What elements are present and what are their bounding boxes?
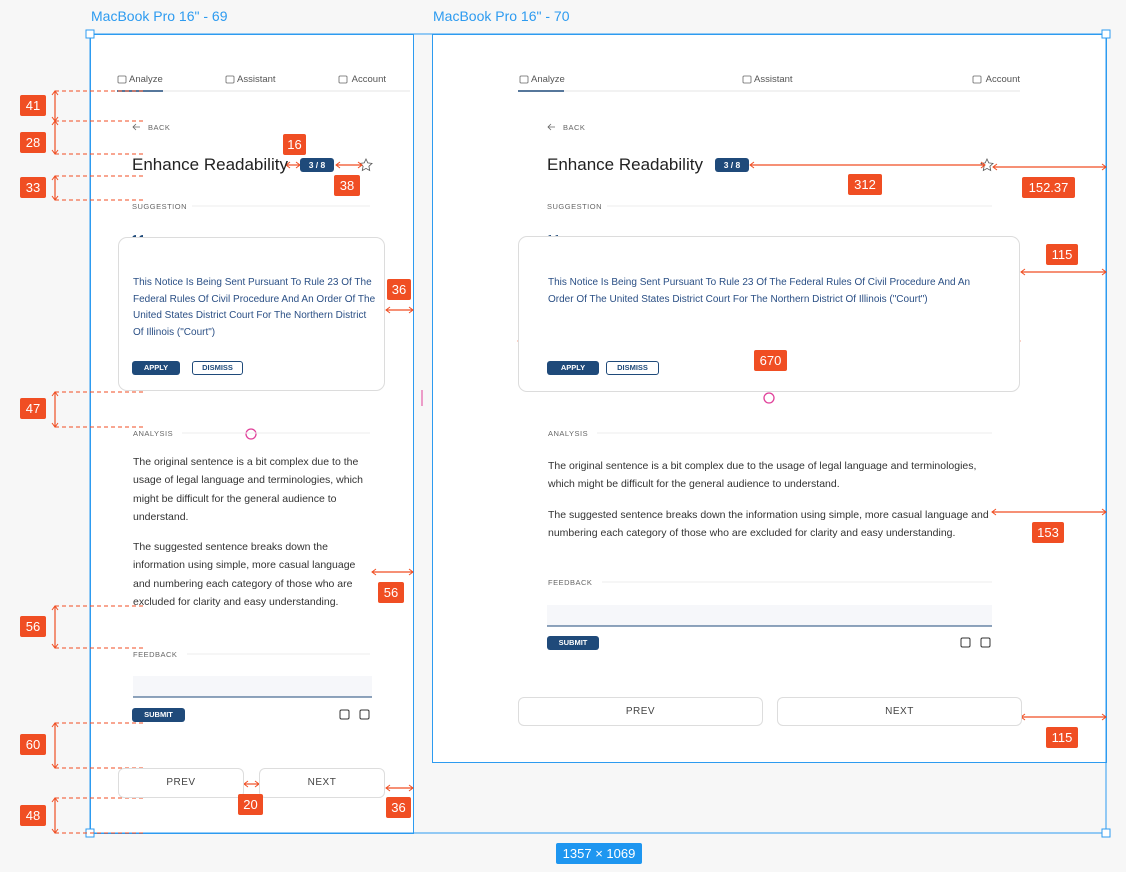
size-badge: 1357 × 1069 bbox=[556, 843, 642, 864]
section-label: FEEDBACK bbox=[133, 650, 178, 659]
measurement: 33 bbox=[20, 177, 46, 198]
tab-icon bbox=[117, 75, 127, 84]
measurement: 56 bbox=[20, 616, 46, 637]
cursor bbox=[763, 392, 775, 404]
section-label: SUGGESTION bbox=[547, 202, 603, 211]
measure-tick bbox=[335, 161, 363, 169]
dismiss-button[interactable]: DISMISS bbox=[606, 361, 659, 375]
measurement: 60 bbox=[20, 734, 46, 755]
thumb-icon bbox=[980, 637, 991, 648]
back-link: BACK bbox=[563, 123, 586, 132]
section-label: FEEDBACK bbox=[548, 578, 593, 587]
measure-tick bbox=[371, 568, 414, 576]
next-button[interactable]: NEXT bbox=[777, 697, 1022, 726]
measurement: 670 bbox=[754, 350, 787, 371]
measurement: 152.37 bbox=[1022, 177, 1075, 198]
back-link: BACK bbox=[148, 123, 171, 132]
analysis-paragraph: The suggested sentence breaks down the i… bbox=[133, 541, 356, 608]
title: Enhance Readability bbox=[132, 155, 288, 174]
measure-tick bbox=[385, 784, 414, 792]
thumb-icon bbox=[339, 709, 350, 720]
tab-icon bbox=[519, 75, 529, 84]
measurement: 41 bbox=[20, 95, 46, 116]
measurement: 36 bbox=[386, 797, 411, 818]
prev-button[interactable]: PREV bbox=[518, 697, 763, 726]
feedback-input bbox=[547, 605, 992, 626]
measure-tick bbox=[385, 306, 414, 314]
measurement: 20 bbox=[238, 794, 263, 815]
measurement: 115 bbox=[1046, 244, 1078, 265]
apply-button[interactable]: APPLY bbox=[547, 361, 599, 375]
title: Enhance Readability bbox=[547, 155, 703, 174]
frame bbox=[432, 34, 1107, 763]
suggestion-text: This Notice Is Being Sent Pursuant To Ru… bbox=[133, 277, 376, 338]
thumb-icon bbox=[960, 637, 971, 648]
measure-tick bbox=[992, 163, 1107, 171]
measurement: 312 bbox=[848, 174, 882, 195]
tab: Assistant bbox=[754, 74, 793, 85]
frame-label: MacBook Pro 16" - 69 bbox=[91, 8, 228, 24]
next-button[interactable]: NEXT bbox=[259, 768, 385, 798]
measurement: 47 bbox=[20, 398, 46, 419]
tab: Assistant bbox=[237, 74, 276, 85]
tab-icon bbox=[225, 75, 235, 84]
badge: 3 / 8 bbox=[715, 158, 749, 172]
feedback-input bbox=[133, 676, 372, 697]
analysis-paragraph: The original sentence is a bit complex d… bbox=[133, 456, 363, 523]
measurement: 16 bbox=[283, 134, 306, 155]
measurement: 38 bbox=[334, 175, 360, 196]
thumb-icon bbox=[359, 709, 370, 720]
measure-tick bbox=[749, 161, 986, 169]
tab-icon bbox=[742, 75, 752, 84]
tab-icon bbox=[338, 75, 348, 84]
measurement: 153 bbox=[1032, 522, 1064, 543]
measurement: 56 bbox=[378, 582, 404, 603]
dismiss-button[interactable]: DISMISS bbox=[192, 361, 243, 375]
tab: Account bbox=[985, 74, 1020, 85]
back-arrow bbox=[547, 123, 555, 131]
tab: Account bbox=[351, 74, 386, 85]
submit-button[interactable]: SUBMIT bbox=[132, 708, 185, 722]
apply-button[interactable]: APPLY bbox=[132, 361, 180, 375]
tab: Analyze bbox=[531, 74, 565, 85]
section-label: SUGGESTION bbox=[132, 202, 188, 211]
measurement: 115 bbox=[1046, 727, 1078, 748]
measurement: 36 bbox=[387, 279, 411, 300]
section-label: ANALYSIS bbox=[548, 429, 589, 438]
badge: 3 / 8 bbox=[300, 158, 334, 172]
tab: Analyze bbox=[129, 74, 163, 85]
analysis-paragraph: The original sentence is a bit complex d… bbox=[548, 460, 977, 491]
back-arrow bbox=[132, 123, 140, 131]
cursor bbox=[245, 428, 257, 440]
frame bbox=[90, 34, 414, 834]
measurement: 48 bbox=[20, 805, 46, 826]
selection bbox=[89, 33, 1107, 834]
section-label: ANALYSIS bbox=[133, 429, 174, 438]
prev-button[interactable]: PREV bbox=[118, 768, 244, 798]
tab-icon bbox=[972, 75, 982, 84]
suggestion-text: This Notice Is Being Sent Pursuant To Ru… bbox=[548, 277, 971, 305]
measure-tick bbox=[1020, 268, 1107, 276]
measure-tick bbox=[991, 508, 1107, 516]
submit-button[interactable]: SUBMIT bbox=[547, 636, 599, 650]
frame-label: MacBook Pro 16" - 70 bbox=[433, 8, 570, 24]
measurement: 28 bbox=[20, 132, 46, 153]
star bbox=[359, 158, 373, 172]
analysis-paragraph: The suggested sentence breaks down the i… bbox=[548, 509, 989, 540]
